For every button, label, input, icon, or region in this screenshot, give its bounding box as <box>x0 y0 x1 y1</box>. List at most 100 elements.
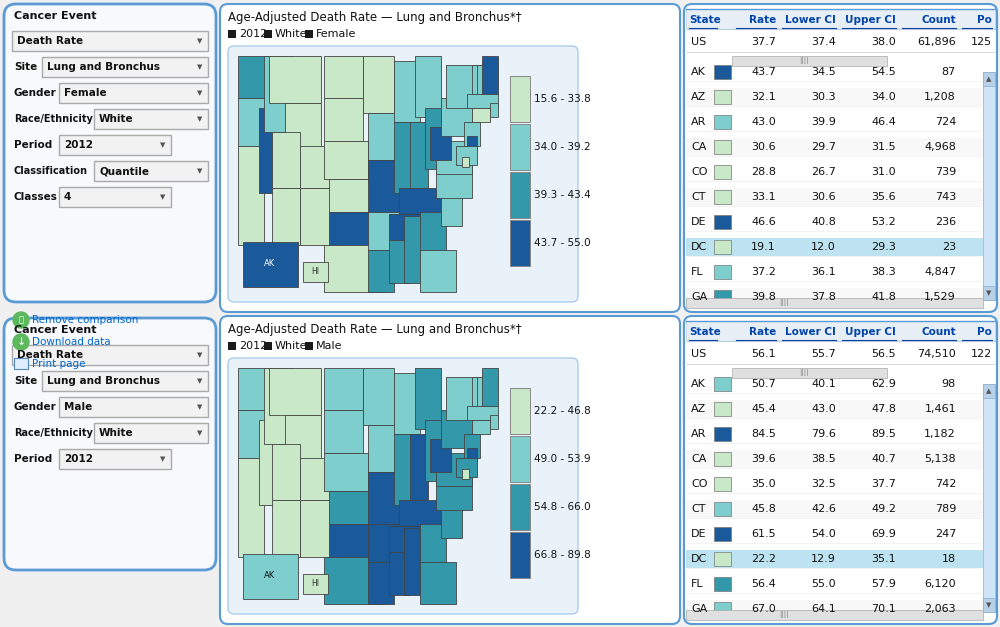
Bar <box>42 57 208 77</box>
Bar <box>686 600 983 618</box>
Text: 739: 739 <box>935 167 956 177</box>
Bar <box>472 377 488 406</box>
Bar <box>714 577 731 591</box>
Bar <box>228 342 236 350</box>
Text: 4: 4 <box>64 192 71 202</box>
Text: CA: CA <box>691 454 706 464</box>
Text: Death Rate: Death Rate <box>17 350 83 360</box>
Bar <box>94 161 208 181</box>
Text: 37.4: 37.4 <box>811 37 836 47</box>
Text: DE: DE <box>691 529 706 539</box>
Bar <box>272 132 300 188</box>
Bar <box>714 477 731 491</box>
Text: 18: 18 <box>942 554 956 564</box>
Bar <box>300 188 337 245</box>
Text: 37.7: 37.7 <box>751 37 776 47</box>
Bar <box>285 103 321 150</box>
Text: 70.1: 70.1 <box>871 604 896 614</box>
Text: AZ: AZ <box>691 404 706 414</box>
Text: Upper CI: Upper CI <box>845 15 896 25</box>
Text: 64.1: 64.1 <box>811 604 836 614</box>
Text: 57.9: 57.9 <box>871 579 896 589</box>
FancyBboxPatch shape <box>684 316 997 624</box>
Text: 43.0: 43.0 <box>751 117 776 127</box>
Bar <box>324 557 384 604</box>
Text: Classes: Classes <box>14 192 58 202</box>
Text: 89.5: 89.5 <box>871 429 896 439</box>
Text: 69.9: 69.9 <box>871 529 896 539</box>
Bar <box>303 574 328 594</box>
Bar <box>59 187 171 207</box>
Text: Male: Male <box>64 402 92 412</box>
Bar <box>238 56 269 98</box>
Text: Po: Po <box>977 15 992 25</box>
Bar <box>983 384 995 612</box>
Text: 87: 87 <box>942 67 956 77</box>
Bar <box>404 529 425 594</box>
Text: 61.5: 61.5 <box>751 529 776 539</box>
Text: 67.0: 67.0 <box>751 604 776 614</box>
Bar <box>368 113 399 160</box>
Text: 39.9: 39.9 <box>811 117 836 127</box>
Text: HI: HI <box>311 579 319 589</box>
Text: Cancer Event: Cancer Event <box>14 11 96 21</box>
FancyBboxPatch shape <box>684 4 997 312</box>
Bar <box>368 250 394 292</box>
Text: ▼: ▼ <box>197 38 203 44</box>
Text: ▼: ▼ <box>197 430 203 436</box>
Bar <box>467 448 477 462</box>
Text: GA: GA <box>691 292 707 302</box>
Text: DC: DC <box>691 242 707 252</box>
Bar <box>714 190 731 204</box>
Bar <box>686 88 983 106</box>
Bar <box>238 458 264 557</box>
Bar <box>368 472 399 524</box>
Bar <box>389 526 436 552</box>
Bar <box>238 368 269 411</box>
Bar <box>510 172 530 218</box>
Bar <box>324 245 384 292</box>
Bar <box>430 439 451 472</box>
Text: ▲: ▲ <box>986 76 992 82</box>
Text: ▼: ▼ <box>197 90 203 96</box>
Bar <box>477 65 493 94</box>
Bar <box>329 524 373 557</box>
Bar <box>714 240 731 254</box>
Bar <box>238 98 269 145</box>
Bar <box>394 61 420 122</box>
Bar <box>686 33 995 51</box>
Bar <box>12 345 208 365</box>
Text: 2,063: 2,063 <box>924 604 956 614</box>
Text: 5,138: 5,138 <box>924 454 956 464</box>
Bar <box>228 30 236 38</box>
Bar <box>686 298 983 308</box>
Text: ▼: ▼ <box>197 404 203 410</box>
Text: ▼: ▼ <box>197 64 203 70</box>
Bar <box>510 220 530 266</box>
Text: 35.1: 35.1 <box>871 554 896 564</box>
Bar <box>714 427 731 441</box>
Bar <box>510 436 530 482</box>
Text: 125: 125 <box>971 37 992 47</box>
Bar <box>329 179 373 212</box>
Text: 45.4: 45.4 <box>751 404 776 414</box>
Bar <box>363 56 394 113</box>
Text: 12.0: 12.0 <box>811 242 836 252</box>
Bar <box>714 552 731 566</box>
Text: Lung and Bronchus: Lung and Bronchus <box>47 376 160 386</box>
Text: 2012: 2012 <box>239 341 267 351</box>
Bar <box>243 554 298 599</box>
Text: Age-Adjusted Death Rate — Lung and Bronchus*†: Age-Adjusted Death Rate — Lung and Bronc… <box>228 324 522 337</box>
FancyBboxPatch shape <box>220 316 680 624</box>
Text: 55.7: 55.7 <box>811 349 836 359</box>
Text: CO: CO <box>691 479 708 489</box>
Text: 38.5: 38.5 <box>811 454 836 464</box>
Text: 84.5: 84.5 <box>751 429 776 439</box>
Bar <box>714 90 731 104</box>
Bar <box>272 188 300 245</box>
Text: Print page: Print page <box>32 359 86 369</box>
Bar <box>467 406 498 420</box>
Bar <box>714 502 731 516</box>
Bar <box>714 115 731 129</box>
Text: ||||: |||| <box>799 369 809 376</box>
